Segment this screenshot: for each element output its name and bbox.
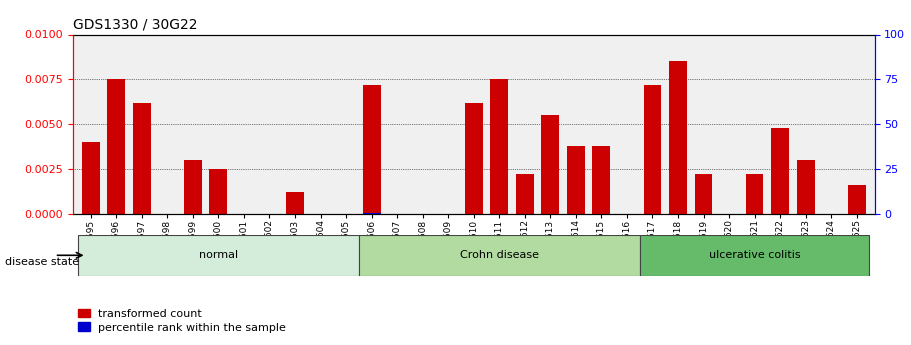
- Bar: [516, 175, 534, 214]
- Bar: [286, 193, 304, 214]
- Text: normal: normal: [199, 250, 238, 260]
- Bar: [669, 61, 687, 214]
- Bar: [745, 175, 763, 214]
- FancyBboxPatch shape: [359, 235, 640, 276]
- Bar: [107, 79, 125, 214]
- Bar: [797, 160, 814, 214]
- Bar: [210, 169, 228, 214]
- FancyBboxPatch shape: [640, 235, 869, 276]
- Bar: [592, 146, 610, 214]
- Text: disease state: disease state: [5, 257, 78, 267]
- Bar: [490, 79, 508, 214]
- Bar: [643, 85, 661, 214]
- Bar: [133, 103, 150, 214]
- Bar: [694, 175, 712, 214]
- Bar: [465, 103, 483, 214]
- Bar: [363, 85, 381, 214]
- FancyBboxPatch shape: [78, 235, 359, 276]
- Bar: [184, 160, 202, 214]
- Bar: [771, 128, 789, 214]
- Bar: [848, 185, 865, 214]
- Bar: [541, 115, 559, 214]
- Bar: [567, 146, 585, 214]
- Bar: [82, 142, 99, 214]
- Text: GDS1330 / 30G22: GDS1330 / 30G22: [73, 18, 198, 32]
- Text: ulcerative colitis: ulcerative colitis: [709, 250, 801, 260]
- Legend: transformed count, percentile rank within the sample: transformed count, percentile rank withi…: [78, 309, 286, 333]
- Text: Crohn disease: Crohn disease: [460, 250, 538, 260]
